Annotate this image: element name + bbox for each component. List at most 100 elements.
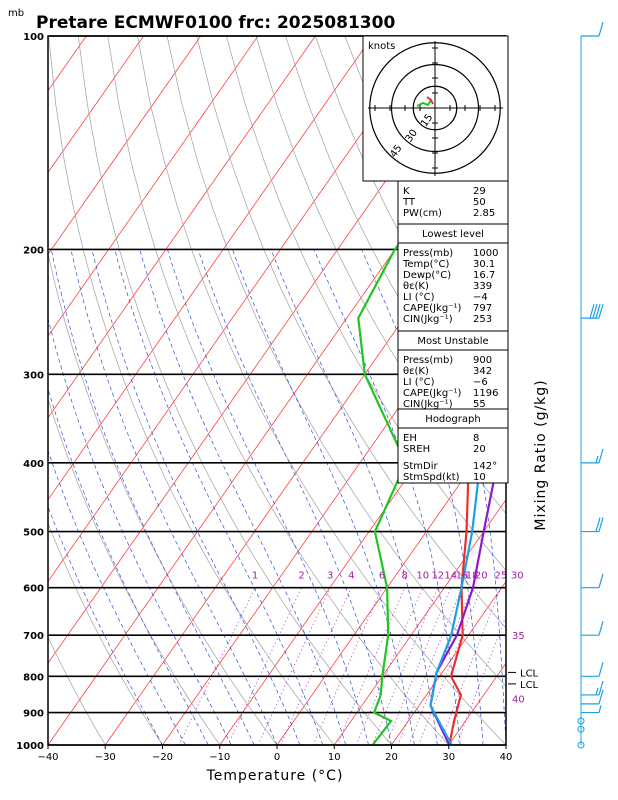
temp-tick-label: −40 (37, 752, 58, 763)
isotherm-line (391, 580, 506, 745)
isotherm-line (48, 36, 373, 501)
wind-barb-flag (598, 517, 604, 532)
mixing-ratio-label: 8 (402, 571, 408, 582)
index-value: 55 (473, 399, 486, 410)
temp-tick-label: −20 (152, 752, 173, 763)
dry-adiabat-line (137, 36, 506, 745)
lcl-label: LCL (520, 680, 539, 691)
wind-barb-flag (598, 21, 604, 37)
moist-adiabat-line (167, 249, 369, 745)
wind-barb-flag (598, 680, 604, 696)
wind-barb-flag (595, 303, 601, 319)
indices-box (397, 180, 509, 225)
mixing-ratio-label: 1 (252, 571, 258, 582)
pressure-tick-label: 700 (23, 631, 44, 642)
index-value: 797 (473, 303, 492, 314)
indices-panel: K 29 TT 50 PW(cm) 2.85 Lowest level Press(mb) 10… (397, 180, 509, 484)
index-value: 10 (473, 472, 486, 483)
calm-wind-marker (577, 725, 585, 733)
index-value: 29 (473, 186, 486, 197)
pressure-tick-label: 300 (23, 370, 44, 381)
dry-adiabat-line (77, 36, 392, 745)
index-value: 20 (473, 444, 486, 455)
index-label: PW(cm) (403, 208, 442, 219)
index-value: 142° (473, 461, 497, 472)
index-label: LI (°C) (403, 292, 435, 303)
pressure-tick-label: 400 (23, 459, 44, 470)
index-label: StmSpd(kt) (403, 472, 460, 483)
calm-wind-marker (577, 741, 585, 749)
index-value: 253 (473, 314, 492, 325)
temp-tick-label: 30 (442, 752, 455, 763)
hodograph-trace-low (416, 99, 432, 107)
wind-barb-flag (598, 573, 604, 588)
dry-adiabat-line (166, 36, 506, 687)
pressure-tick-label: 100 (23, 32, 44, 43)
moist-adiabat-label: 35 (512, 631, 525, 642)
dry-adiabat-line (48, 36, 335, 745)
moist-adiabat-line (313, 249, 461, 745)
mixing-ratio-label: 18 (466, 571, 479, 582)
temp-tick-label: 0 (274, 752, 280, 763)
index-value: 1000 (473, 248, 498, 259)
index-value: 2.85 (473, 208, 495, 219)
indices-heading: Most Unstable (417, 336, 488, 347)
wind-barb-halfflag (595, 687, 599, 696)
dry-adiabat-line (255, 36, 506, 515)
wind-barb-flag (598, 689, 604, 705)
index-label: TT (402, 197, 416, 208)
dry-adiabat-line (226, 36, 506, 572)
hodograph-trace-high (426, 96, 434, 105)
index-label: Press(mb) (403, 355, 453, 366)
index-value: 342 (473, 366, 492, 377)
mixing-ratio-label: 25 (495, 571, 508, 582)
mixing-ratio-label: 20 (475, 571, 488, 582)
wind-barb-flag (595, 517, 601, 532)
temp-tick-label: −30 (95, 752, 116, 763)
wind-barbs (577, 21, 604, 749)
mixing-ratio-line (280, 587, 352, 745)
index-label: θε(K) (403, 281, 429, 292)
wind-barb-flag (592, 303, 598, 319)
pressure-tick-label: 500 (23, 528, 44, 539)
unit-corner-label: mb (8, 8, 24, 19)
wind-barb-flag (598, 621, 604, 636)
dry-adiabat-line (48, 398, 221, 745)
index-value: 1196 (473, 388, 498, 399)
dry-adiabat-line (48, 636, 106, 745)
temp-tick-label: 40 (500, 752, 513, 763)
isotherm-line (104, 171, 506, 745)
index-label: CAPE(Jkg⁻¹) (403, 388, 461, 399)
index-label: StmDir (403, 461, 438, 472)
isotherm-line (48, 36, 431, 583)
temp-tick-label: 10 (328, 752, 341, 763)
mixing-ratio-label: 2 (298, 571, 304, 582)
mixing-ratio-label: 4 (348, 571, 354, 582)
indices-box (397, 223, 509, 332)
index-label: CAPE(Jkg⁻¹) (403, 303, 461, 314)
indices-box (397, 408, 509, 484)
isotherm-line (48, 36, 259, 337)
index-label: CIN(Jkg⁻¹) (403, 399, 453, 410)
wind-barb-flag (598, 662, 604, 677)
indices-box (397, 330, 509, 410)
temp-tick-label: −10 (209, 752, 230, 763)
index-value: 30.1 (473, 259, 495, 270)
index-label: LI (°C) (403, 377, 435, 388)
index-value: 16.7 (473, 270, 495, 281)
index-label: θε(K) (403, 366, 429, 377)
wind-barb-flag (589, 303, 595, 319)
index-value: 8 (473, 433, 479, 444)
index-label: Temp(°C) (402, 259, 450, 270)
index-value: −6 (473, 377, 488, 388)
lcl-label: LCL (520, 668, 539, 679)
mixing-ratio-label: 14 (444, 571, 457, 582)
wind-barb-flag (598, 448, 604, 464)
isotherm-line (48, 36, 202, 255)
isotherm-line (48, 36, 316, 419)
index-label: Press(mb) (403, 248, 453, 259)
index-value: 900 (473, 355, 492, 366)
